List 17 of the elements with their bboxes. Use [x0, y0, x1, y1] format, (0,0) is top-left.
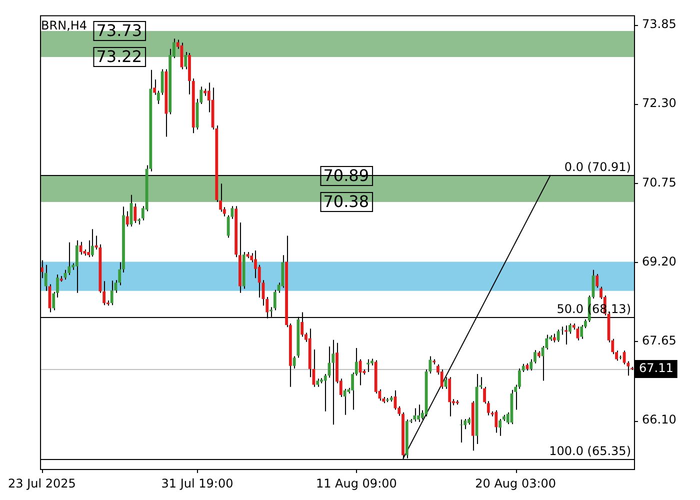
ref-line-label: 0.0 (70.91) [564, 160, 631, 174]
y-tick-label: 69.20 [642, 254, 676, 268]
annotation: 73.73 [96, 21, 142, 40]
ref-line-label: 100.0 (65.35) [549, 444, 631, 458]
y-tick-label: 66.10 [642, 412, 676, 427]
x-tick-label: 23 Jul 2025 [8, 476, 76, 490]
y-tick-label: 73.85 [642, 17, 676, 32]
y-tick-label: 70.75 [642, 175, 676, 190]
x-tick-label: 11 Aug 09:00 [316, 476, 397, 490]
x-tick-label: 31 Jul 19:00 [161, 476, 234, 490]
chart-title: BRN,H4 [41, 18, 88, 32]
annotation: 70.38 [323, 192, 370, 212]
y-tick-label: 67.65 [642, 334, 676, 348]
x-tick-label: 20 Aug 03:00 [475, 476, 556, 490]
ref-line-label: 67.11 [639, 361, 674, 376]
annotation: 73.22 [96, 47, 142, 66]
y-tick-label: 72.30 [642, 96, 676, 110]
